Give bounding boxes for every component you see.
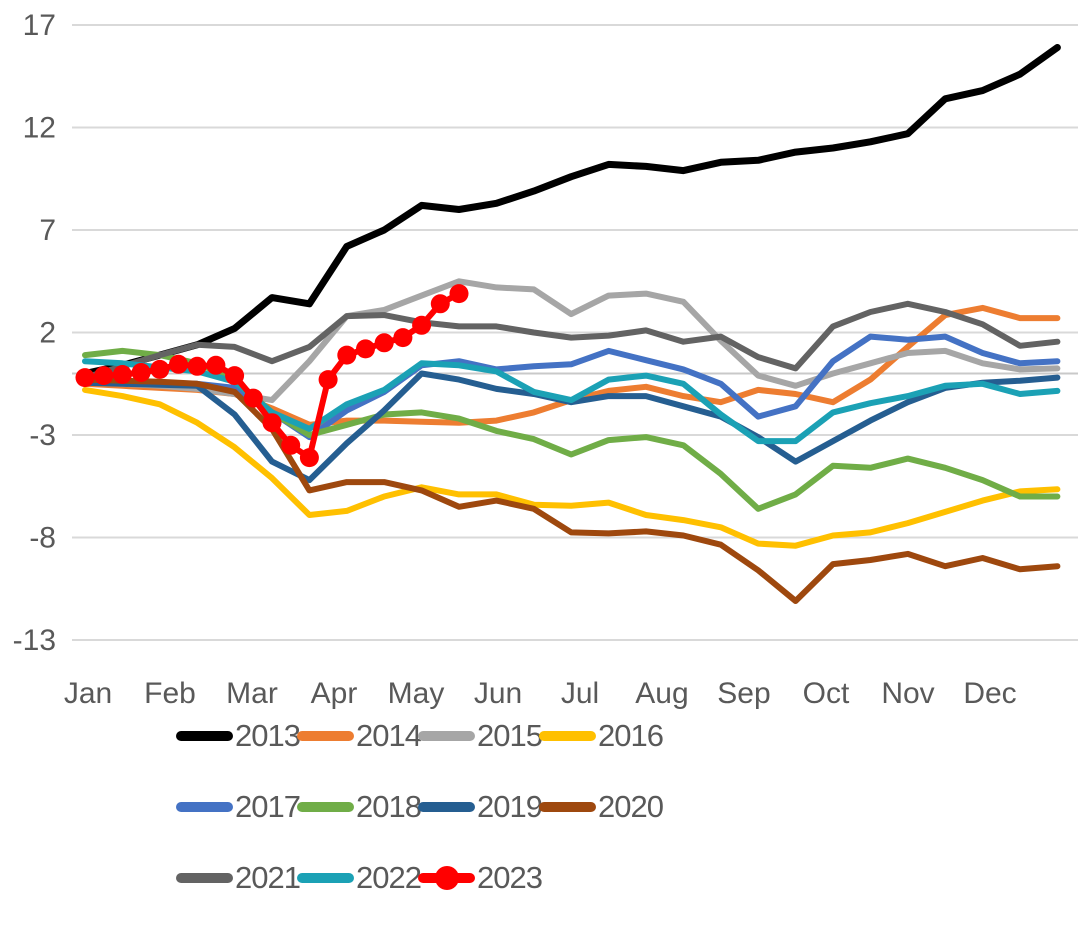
series-marker-2023 bbox=[374, 333, 394, 353]
legend-row-2: 2017 2018 2019 2020 bbox=[176, 787, 1080, 827]
series-marker-2023 bbox=[75, 368, 95, 388]
x-axis-label-dec: Dec bbox=[963, 677, 1016, 710]
legend-item-2020: 2020 bbox=[539, 789, 664, 825]
series-marker-2023 bbox=[169, 354, 188, 374]
y-tick-label--8: -8 bbox=[29, 522, 56, 555]
legend-row-1: 2013 2014 2015 2016 bbox=[176, 716, 1080, 756]
series-marker-2023 bbox=[449, 284, 469, 304]
legend-swatch-2017 bbox=[176, 802, 233, 812]
x-axis-label-oct: Oct bbox=[803, 677, 850, 710]
x-axis-label-jul: Jul bbox=[561, 677, 599, 710]
series-marker-2023 bbox=[187, 356, 207, 376]
legend-swatch-2013 bbox=[176, 731, 233, 741]
y-tick-label-12: 12 bbox=[23, 112, 56, 145]
legend-label-2015: 2015 bbox=[477, 718, 543, 753]
legend-swatch-2020 bbox=[539, 802, 596, 812]
legend-swatch-2015 bbox=[418, 731, 475, 741]
series-marker-2023 bbox=[393, 328, 413, 348]
y-tick-label-17: 17 bbox=[23, 9, 56, 42]
legend-swatch-2021 bbox=[176, 873, 233, 883]
legend-swatch-2014 bbox=[297, 731, 354, 741]
legend-swatch-2019 bbox=[418, 802, 475, 812]
legend-marker-dot-2023 bbox=[434, 866, 459, 890]
series-marker-2023 bbox=[412, 315, 432, 335]
series-marker-2023 bbox=[150, 359, 170, 379]
legend-item-2018: 2018 bbox=[297, 789, 422, 825]
series-line-2021 bbox=[82, 300, 1061, 381]
x-axis-label-jan: Jan bbox=[64, 677, 112, 710]
legend-item-2016: 2016 bbox=[539, 718, 664, 754]
legend-item-2013: 2013 bbox=[176, 718, 301, 754]
series-marker-2023 bbox=[225, 366, 245, 386]
x-axis-label-aug: Aug bbox=[635, 677, 688, 710]
legend-item-2015: 2015 bbox=[418, 718, 543, 754]
legend-swatch-2016 bbox=[539, 731, 596, 741]
legend-swatch-2023 bbox=[418, 866, 475, 890]
y-tick-label-2: 2 bbox=[39, 317, 56, 350]
series-marker-2023 bbox=[356, 339, 375, 359]
legend-label-2016: 2016 bbox=[598, 718, 664, 753]
y-tick-label--13: -13 bbox=[13, 624, 56, 657]
legend-label-2022: 2022 bbox=[356, 860, 422, 895]
series-marker-2023 bbox=[262, 413, 282, 433]
legend-label-2014: 2014 bbox=[356, 718, 422, 753]
x-axis-label-jun: Jun bbox=[474, 677, 522, 710]
legend-label-2013: 2013 bbox=[235, 718, 301, 753]
legend-item-2014: 2014 bbox=[297, 718, 422, 754]
legend-label-2017: 2017 bbox=[235, 789, 301, 824]
series-marker-2023 bbox=[112, 365, 132, 384]
legend-label-2018: 2018 bbox=[356, 789, 422, 824]
legend-item-2022: 2022 bbox=[297, 860, 422, 896]
y-tick-label-7: 7 bbox=[39, 214, 56, 247]
legend-item-2019: 2019 bbox=[418, 789, 543, 825]
x-axis-label-sep: Sep bbox=[717, 677, 770, 710]
y-tick-label--3: -3 bbox=[29, 419, 56, 452]
x-axis-label-nov: Nov bbox=[881, 677, 934, 710]
series-marker-2023 bbox=[337, 345, 357, 365]
series-marker-2023 bbox=[430, 294, 450, 314]
legend-swatch-2022 bbox=[297, 873, 354, 883]
series-line-2013 bbox=[81, 44, 1061, 377]
legend-swatch-2018 bbox=[297, 802, 354, 812]
legend-label-2020: 2020 bbox=[598, 789, 664, 824]
chart-legend: 2013 2014 2015 2016 2017 2018 2019 2020 2021 2022… bbox=[0, 716, 1080, 898]
series-line-2016 bbox=[82, 386, 1061, 549]
series-marker-2023 bbox=[94, 366, 114, 386]
legend-item-2017: 2017 bbox=[176, 789, 301, 825]
legend-label-2019: 2019 bbox=[477, 789, 543, 824]
series-marker-2023 bbox=[131, 363, 151, 382]
series-marker-2023 bbox=[206, 355, 226, 375]
legend-label-2023: 2023 bbox=[477, 860, 543, 895]
series-marker-2023 bbox=[281, 435, 301, 455]
legend-label-2021: 2021 bbox=[235, 860, 301, 895]
series-marker-2023 bbox=[299, 448, 319, 468]
x-axis-label-feb: Feb bbox=[144, 677, 196, 710]
x-axis-label-may: May bbox=[388, 677, 445, 710]
series-marker-2023 bbox=[318, 370, 338, 390]
x-axis-label-apr: Apr bbox=[311, 677, 358, 710]
legend-item-2021: 2021 bbox=[176, 860, 301, 896]
legend-item-2023: 2023 bbox=[418, 860, 543, 896]
legend-row-3: 2021 2022 2023 bbox=[176, 858, 1080, 898]
x-axis-label-mar: Mar bbox=[226, 677, 278, 710]
series-marker-2023 bbox=[243, 388, 263, 408]
